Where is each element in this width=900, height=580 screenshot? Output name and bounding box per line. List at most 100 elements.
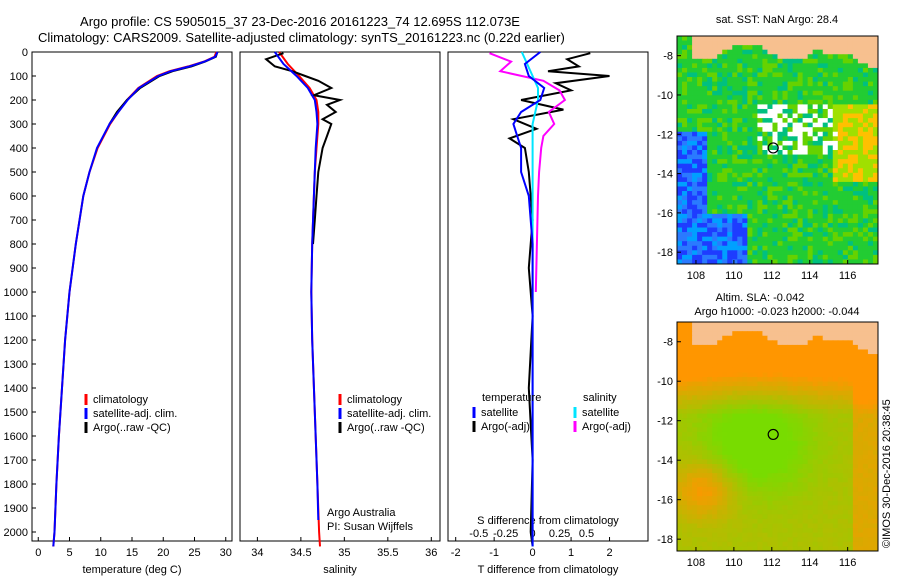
sla-map-cell [767,463,773,469]
sla-map-cell [722,404,728,410]
sla-map-cell [847,477,854,483]
sla-map-cell [837,381,844,387]
sla-map-cell [777,454,783,460]
sla-map-cell [807,477,814,483]
sla-map-cell [737,404,743,410]
sst-map-cell [767,118,773,124]
sla-map-cell [702,331,708,337]
sla-map-cell [822,367,829,373]
sst-map-cell [692,118,698,124]
sst-map-cell [822,181,829,187]
sla-map-cell [817,331,824,337]
sst-map-cell [732,86,738,92]
sst-map-cell [787,95,793,101]
sla-map-cell [687,468,693,474]
sla-map-cell [787,386,793,392]
sst-map-cell [747,63,753,69]
sst-map-cell [752,86,758,92]
sst-map-cell [832,159,839,165]
sst-map-cell [722,150,728,155]
sla-map-cell [747,505,753,511]
sla-map-cell [792,418,799,424]
sst-map-cell [712,159,718,165]
sst-map-cell [822,200,829,206]
sst-map-cell [722,204,728,210]
sst-map-cell [742,168,748,174]
sla-map-cell [702,541,708,547]
sst-map-cell [777,131,783,137]
sst-map-cell [872,232,879,238]
sla-map-cell [827,500,834,506]
sst-map-cell [702,159,708,165]
sst-map-cell [727,136,733,142]
sla-map-cell [687,450,693,456]
sst-map-cell [817,186,824,192]
sla-map-cell [757,459,763,465]
sla-map-cell [862,395,869,401]
sla-map-cell [782,514,788,520]
sla-map-cell [752,418,758,424]
sst-map-cell [862,90,869,96]
sla-map-cell [742,445,748,451]
sla-map-cell [702,496,708,502]
sla-map-cell [677,322,683,327]
sla-map-cell [757,386,763,392]
sla-map-cell [692,486,698,492]
sla-map-cell [822,496,829,502]
sst-map-cell [812,45,819,51]
sla-map-cell [862,500,869,506]
sst-map-cell [747,108,753,114]
sla-map-cell [732,331,738,337]
sla-map-cell [867,335,874,341]
sla-map-cell [822,372,829,378]
sst-map-cell [872,90,879,96]
sla-map-cell [762,390,768,396]
sst-map-cell [772,77,778,82]
sla-map-cell [782,532,788,538]
sla-map-cell [832,459,839,465]
sst-map-cell [697,181,703,187]
sla-map-cell [812,354,819,360]
sla-map-cell [817,486,824,492]
sst-map-cell [692,200,698,206]
sla-map-cell [762,376,768,382]
sla-map-cell [837,418,844,424]
sst-map-cell [827,168,834,174]
sst-map-cell [802,108,809,114]
sst-map-cell [702,118,708,124]
sst-map-cell [777,236,783,242]
sst-map-cell [737,177,743,183]
sla-map-cell [717,528,723,534]
sla-map-cell [837,404,844,410]
sst-map-cell [817,181,824,187]
sst-map-cell [852,45,859,51]
sla-map-cell [727,523,733,529]
sst-map-cell [742,108,748,114]
sla-map-cell [692,367,698,373]
sst-map-cell [692,241,698,247]
sla-map-cell [862,390,869,396]
sst-map-cell [677,58,683,64]
sla-map-cell [857,376,864,382]
sla-map-cell [757,390,763,396]
sla-map-cell [827,363,834,369]
sla-map-cell [792,454,799,460]
sla-map-cell [817,344,824,350]
sla-map-cell [847,331,854,337]
sla-map-cell [677,358,683,364]
sst-map-cell [832,250,839,256]
sst-map-cell [762,86,768,92]
sst-map-cell [757,86,763,92]
sla-map-cell [862,486,869,492]
sla-map-cell [762,386,768,392]
sla-map-cell [717,322,723,327]
sst-map-cell [682,72,688,78]
sst-map-cell [717,177,723,183]
sla-map-cell [782,386,788,392]
sst-map-cell [677,104,683,110]
sst-map-cell [822,204,829,210]
sla-map-cell [722,509,728,515]
sla-map-cell [727,509,733,515]
sla-map-cell [677,349,683,355]
sst-map-cell [732,58,738,64]
